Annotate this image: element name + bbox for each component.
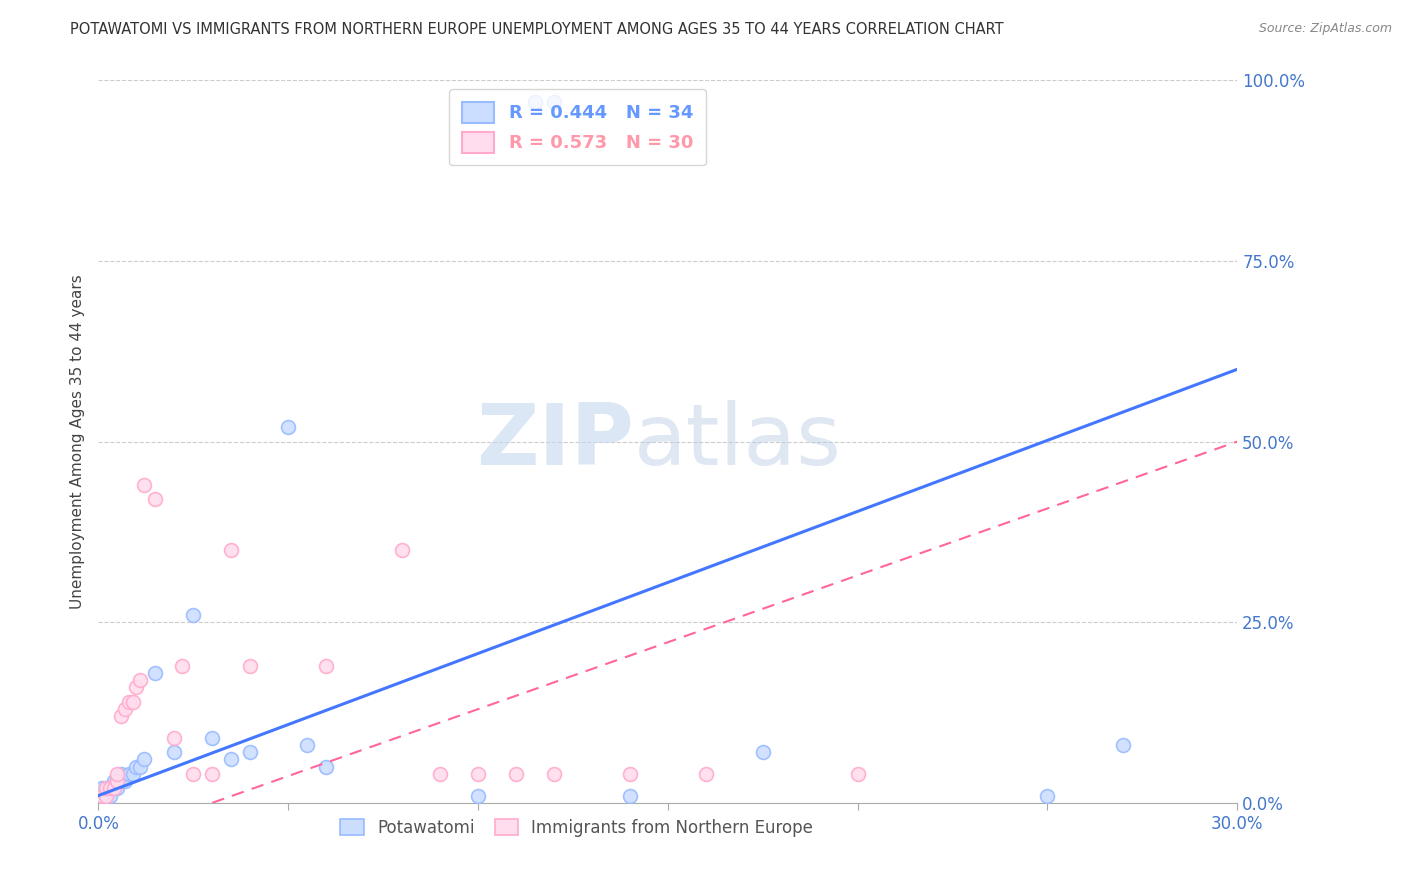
Text: ZIP: ZIP: [477, 400, 634, 483]
Point: [129, 673, 152, 687]
Point: [121, 767, 143, 781]
Point: [543, 767, 565, 781]
Point: [163, 731, 186, 745]
Point: [94, 781, 117, 796]
Point: [619, 789, 641, 803]
Point: [125, 760, 148, 774]
Point: [163, 745, 186, 759]
Point: [98, 789, 121, 803]
Point: [118, 767, 141, 781]
Point: [91, 781, 114, 796]
Point: [118, 695, 141, 709]
Point: [1112, 738, 1135, 752]
Point: [221, 752, 243, 766]
Point: [846, 767, 869, 781]
Point: [619, 767, 641, 781]
Point: [98, 781, 121, 796]
Point: [110, 767, 132, 781]
Point: [103, 774, 125, 789]
Point: [98, 781, 121, 796]
Point: [524, 95, 547, 109]
Point: [129, 760, 152, 774]
Point: [145, 665, 167, 680]
Point: [183, 607, 205, 622]
Point: [132, 478, 155, 492]
Point: [1036, 789, 1059, 803]
Point: [110, 709, 132, 723]
Point: [543, 95, 565, 109]
Point: [315, 658, 337, 673]
Legend: Potawatomi, Immigrants from Northern Europe: Potawatomi, Immigrants from Northern Eur…: [332, 810, 821, 845]
Point: [695, 767, 717, 781]
Point: [277, 420, 299, 434]
Point: [201, 767, 224, 781]
Point: [121, 695, 143, 709]
Point: [391, 542, 413, 557]
Point: [107, 781, 129, 796]
Point: [170, 658, 193, 673]
Point: [125, 680, 148, 694]
Point: [103, 781, 125, 796]
Point: [110, 774, 132, 789]
Point: [297, 738, 319, 752]
Point: [94, 789, 117, 803]
Point: [91, 789, 114, 803]
Point: [114, 774, 136, 789]
Point: [201, 731, 224, 745]
Point: [239, 658, 262, 673]
Y-axis label: Unemployment Among Ages 35 to 44 years: Unemployment Among Ages 35 to 44 years: [69, 274, 84, 609]
Point: [94, 789, 117, 803]
Point: [315, 760, 337, 774]
Point: [467, 789, 489, 803]
Point: [107, 767, 129, 781]
Text: Source: ZipAtlas.com: Source: ZipAtlas.com: [1258, 22, 1392, 36]
Point: [91, 789, 114, 803]
Text: POTAWATOMI VS IMMIGRANTS FROM NORTHERN EUROPE UNEMPLOYMENT AMONG AGES 35 TO 44 Y: POTAWATOMI VS IMMIGRANTS FROM NORTHERN E…: [70, 22, 1004, 37]
Point: [114, 702, 136, 716]
Point: [239, 745, 262, 759]
Point: [429, 767, 451, 781]
Point: [467, 767, 489, 781]
Point: [132, 752, 155, 766]
Point: [505, 767, 527, 781]
Point: [107, 774, 129, 789]
Text: atlas: atlas: [634, 400, 842, 483]
Point: [145, 492, 167, 507]
Point: [103, 781, 125, 796]
Point: [94, 781, 117, 796]
Point: [107, 774, 129, 789]
Point: [183, 767, 205, 781]
Point: [221, 542, 243, 557]
Point: [752, 745, 775, 759]
